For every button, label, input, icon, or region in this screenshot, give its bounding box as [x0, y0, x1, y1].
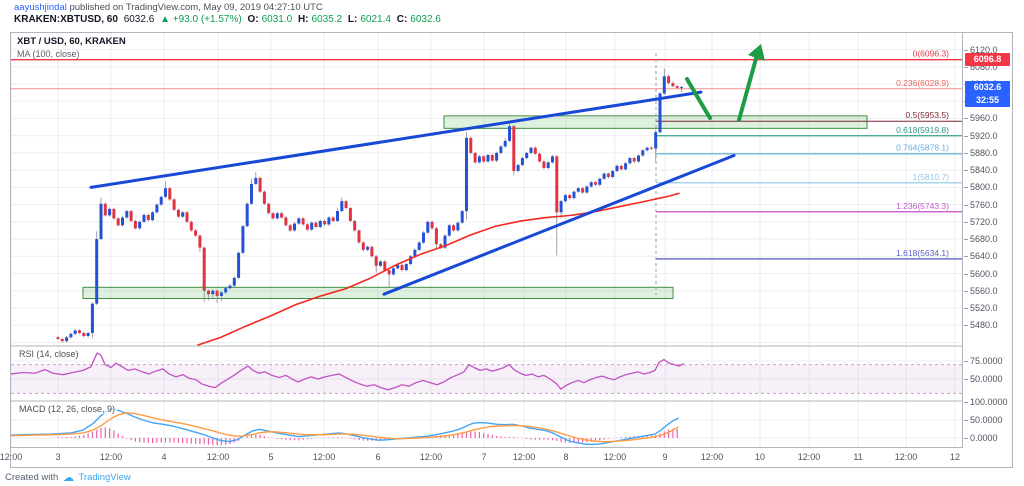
- time-tick-label: 6: [375, 452, 381, 462]
- price-tick-label: 5920.0: [964, 130, 998, 141]
- price-tick-label: 5680.0: [964, 234, 998, 245]
- highlight-zones: [82, 115, 868, 300]
- chart-canvas[interactable]: 0(6096.3) 0.236(6028.9) 0.5(5953.5) 0.618(5…: [11, 33, 963, 448]
- price-tick-label: 5800.0: [964, 182, 998, 193]
- candles: [56, 68, 683, 343]
- up-arrow-head: [748, 44, 765, 61]
- chart-frame: 0(6096.3) 0.236(6028.9) 0.5(5953.5) 0.618(5…: [0, 32, 1013, 468]
- price-tick-label: 5600.0: [964, 268, 998, 279]
- fib-label: 0.764(5878.1): [896, 143, 949, 153]
- high-value: 6035.2: [311, 14, 343, 25]
- gridlines: [11, 33, 963, 448]
- time-tick-label: 12:00: [0, 452, 23, 462]
- created-with-text: Created with: [5, 472, 59, 483]
- time-tick-label: 3: [55, 452, 61, 462]
- time-axis[interactable]: 12:00 3 12:00 4 12:00 5 12:00 6 12:00 7 12:00 8 12:0…: [0, 447, 963, 467]
- fib-label: 1.618(5634.1): [896, 248, 949, 258]
- lower-support-trendline: [382, 153, 736, 296]
- fib-label: 0.236(6028.9): [896, 78, 949, 88]
- chart-title: XBT / USD, 60, KRAKEN: [17, 36, 126, 47]
- price-tick-label: 50.0000: [964, 374, 1003, 384]
- byline-text: published on TradingView.com, May 09, 20…: [66, 2, 323, 13]
- low-label: L:: [347, 14, 358, 25]
- fib-levels: 0(6096.3) 0.236(6028.9) 0.5(5953.5) 0.618(5…: [11, 49, 963, 260]
- price-tick-label: 6120.0: [964, 44, 998, 55]
- pullback-arrow: [685, 77, 712, 120]
- time-tick-label: 11: [853, 452, 863, 462]
- fib-label: 1.236(5743.3): [896, 201, 949, 211]
- price-tick-label: 5480.0: [964, 320, 998, 331]
- last-price: 6032.6: [123, 14, 155, 25]
- time-tick-label: 12:00: [512, 452, 536, 462]
- price-tick-label: 0.0000: [964, 433, 998, 443]
- tradingview-cloud-icon: ☁: [62, 472, 74, 484]
- time-tick-label: 10: [754, 452, 766, 462]
- price-axis[interactable]: 6120.06080.06040.06000.05960.05920.05880…: [962, 33, 1012, 467]
- price-tick-label: 5840.0: [964, 165, 998, 176]
- price-tick-label: 5960.0: [964, 113, 998, 124]
- time-tick-label: 12:00: [797, 452, 821, 462]
- symbol-name: KRAKEN:XBTUSD, 60: [14, 14, 118, 25]
- attribution-footer: Created with ☁ TradingView: [5, 471, 131, 484]
- time-tick-label: 12:00: [419, 452, 443, 462]
- trendlines: [89, 90, 736, 296]
- rsi-pane-label[interactable]: RSI (14, close): [17, 349, 81, 359]
- macd-plot: [11, 408, 679, 446]
- time-tick-label: 12:00: [894, 452, 918, 462]
- line-price-badge: 6096.8: [965, 53, 1010, 66]
- time-tick-label: 12:00: [312, 452, 336, 462]
- high-label: H:: [297, 14, 309, 25]
- price-tick-label: 75.0000: [964, 356, 1003, 366]
- time-tick-label: 12: [949, 452, 961, 462]
- fib-label: 0.5(5953.5): [906, 110, 950, 120]
- up-arrow-shaft: [737, 53, 759, 122]
- open-label: O:: [247, 14, 259, 25]
- price-tick-label: 100.0000: [964, 397, 1008, 407]
- price-tick-label: 50.0000: [964, 415, 1003, 425]
- price-tick-label: 5880.0: [964, 147, 998, 158]
- fib-label: 0(6096.3): [913, 49, 950, 59]
- author-link[interactable]: aayushjindal: [14, 2, 67, 13]
- low-value: 6021.4: [360, 14, 391, 25]
- price-tick-label: 5560.0: [964, 285, 998, 296]
- drawn-arrows: [685, 44, 765, 122]
- support-zone: [82, 286, 674, 300]
- price-tick-label: 6080.0: [964, 61, 998, 72]
- time-tick-label: 7: [481, 452, 487, 462]
- macd-pane-label[interactable]: MACD (12, 26, close, 9): [17, 404, 118, 414]
- bar-countdown-badge: 32:55: [965, 94, 1010, 108]
- time-tick-label: 12:00: [603, 452, 627, 462]
- chart-legend[interactable]: XBT / USD, 60, KRAKEN MA (100, close): [17, 36, 126, 59]
- price-tick-label: 5520.0: [964, 302, 998, 313]
- close-value: 6032.6: [410, 14, 441, 25]
- time-tick-label: 8: [563, 452, 569, 462]
- time-tick-label: 5: [268, 452, 274, 462]
- fib-label: 1(5810.7): [913, 172, 950, 182]
- time-tick-label: 4: [161, 452, 167, 462]
- time-tick-label: 12:00: [99, 452, 123, 462]
- fib-label: 0.618(5919.8): [896, 125, 949, 135]
- time-tick-label: 9: [662, 452, 668, 462]
- ma-study-label: MA (100, close): [17, 49, 80, 59]
- price-tick-label: 5640.0: [964, 251, 998, 262]
- symbol-ohlc-row: KRAKEN:XBTUSD, 60 6032.6 ▲ +93.0 (+1.57%…: [14, 14, 444, 25]
- time-tick-label: 12:00: [206, 452, 230, 462]
- rsi-plot: [11, 352, 963, 394]
- ma100-line: [197, 192, 680, 346]
- open-value: 6031.0: [261, 14, 293, 25]
- close-label: C:: [396, 14, 408, 25]
- published-byline: aayushjindal published on TradingView.co…: [14, 2, 323, 13]
- last-price-badge: 6032.6: [965, 80, 1010, 94]
- time-tick-label: 12:00: [700, 452, 724, 462]
- price-change: ▲ +93.0 (+1.57%): [160, 14, 242, 25]
- tradingview-brand-link[interactable]: TradingView: [78, 472, 131, 483]
- price-tick-label: 5720.0: [964, 216, 998, 227]
- price-tick-label: 5760.0: [964, 199, 998, 210]
- upper-rising-trendline: [89, 90, 703, 189]
